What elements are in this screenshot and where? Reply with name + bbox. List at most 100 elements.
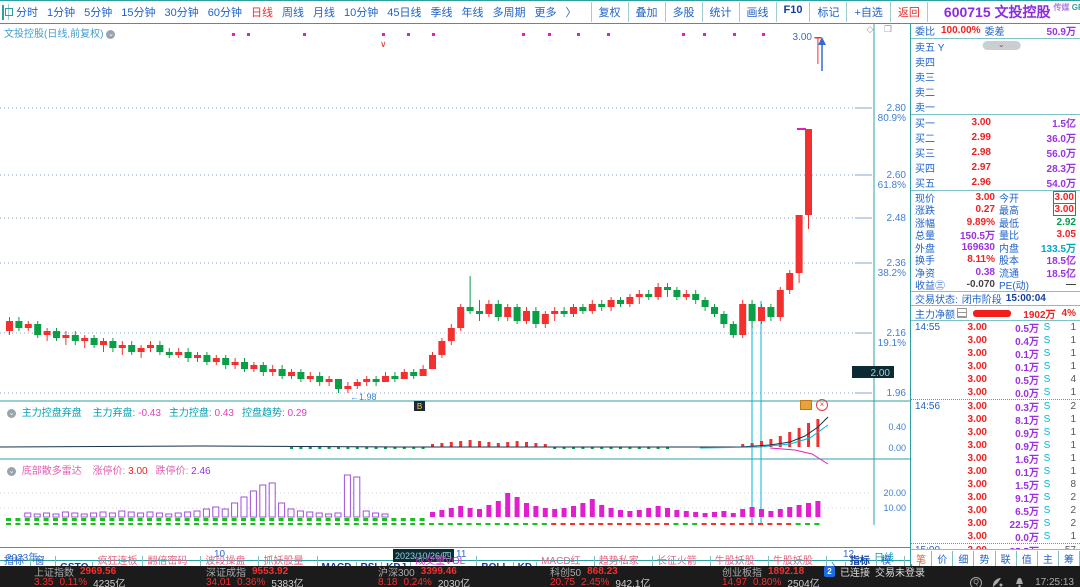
index-percent: 2.45% [581,577,610,587]
satellite-icon[interactable] [992,577,1004,587]
tick-row[interactable]: 3.00 0.5万 S 4 [911,373,1080,387]
panel2-folder-icon[interactable] [800,400,812,410]
period-tab-多周期[interactable]: 多周期 [492,7,526,19]
period-tab-季线[interactable]: 季线 [430,7,453,19]
bid-row[interactable]: 买五 2.96 54.0万 [911,175,1080,190]
quote-tab-筹[interactable]: 筹 [1059,550,1080,566]
chart-corner-icons[interactable]: ◇ ❐ [866,24,896,34]
tick-row[interactable]: 3.00 0.0万 S 1 [911,386,1080,400]
index-quote-科创50[interactable]: 科创50 868.23 20.75 2.45% 942.1亿 [516,566,688,587]
toolbar-button-多股[interactable]: 多股 [664,2,702,22]
tick-count: 1 [1070,466,1076,477]
period-tab-日线[interactable]: 日线 [251,7,273,19]
ask-label: 卖五 Y [915,43,945,54]
quote-tab-主[interactable]: 主 [1038,550,1059,566]
tick-row[interactable]: 3.00 0.1万 S 1 [911,347,1080,361]
toolbar-button-返回[interactable]: 返回 [889,2,928,22]
period-tab-5分钟[interactable]: 5分钟 [84,7,113,19]
index-quote-深证成指[interactable]: 深证成指 9553.92 34.01 0.36% 5383亿 [172,566,344,587]
tick-row[interactable]: 3.00 0.1万 S 1 [911,360,1080,374]
tick-row[interactable]: 3.00 22.5万 S 2 [911,517,1080,531]
panel3-collapse-icon[interactable]: ⌄ [7,466,16,476]
ask-row[interactable]: 卖二 [911,84,1080,99]
window-panel-icon[interactable] [2,4,13,20]
tick-list[interactable]: 14:55 3.00 0.5万 S 1 3.00 0.4万 S 1 3.00 0.1万 S 1 3.00 0… [911,321,1080,549]
toolbar-button-统计[interactable]: 统计 [701,2,739,22]
index-percent: 0.11% [59,577,88,587]
tick-row[interactable]: 3.00 9.1万 S 2 [911,491,1080,505]
ask-row[interactable]: 卖五 Y [911,39,1080,54]
toolbar-button-复权[interactable]: 复权 [590,2,628,22]
ask-row[interactable]: 卖一 [911,99,1080,114]
info-value: 3.05 [1056,229,1076,241]
period-tab-15分钟[interactable]: 15分钟 [121,7,156,19]
quote-tab-势[interactable]: 势 [974,550,996,566]
tick-row[interactable]: 3.00 0.9万 S 1 [911,426,1080,440]
tick-row[interactable]: 3.00 6.5万 S 2 [911,504,1080,518]
index-row2: 20.75 2.45% 942.1亿 [550,577,688,587]
index-quote-创业板指[interactable]: 创业板指 1892.18 14.97 0.80% 2504亿 [688,566,860,587]
chart-dropdown-icon[interactable]: ⌄ [106,29,116,39]
tick-row[interactable]: 3.00 0.0万 S 1 [911,530,1080,544]
bid-row[interactable]: 买四 2.97 28.3万 [911,160,1080,175]
quote-tab-细[interactable]: 细 [953,550,975,566]
toolbar-button-标记[interactable]: 标记 [809,2,846,22]
bid-row[interactable]: 买三 2.98 56.0万 [911,145,1080,160]
toolbar-button-+自选[interactable]: +自选 [846,2,889,22]
info-value: — [1066,279,1076,291]
tick-volume: 0.4万 [1015,337,1039,348]
tick-row[interactable]: 15:003.0085.5万 57 [911,543,1080,549]
period-tab-1分钟[interactable]: 1分钟 [47,7,76,19]
quote-tab-联[interactable]: 联 [996,550,1017,566]
panel3-title: ⌄ 底部散多雷达 涨停价: 3.00 跌停价: 2.46 [4,462,211,477]
chart-title: 文投控股(日线,前复权) ⌄ [4,29,116,40]
ask-row[interactable]: 卖四 [911,54,1080,69]
bid-row[interactable]: 买一 3.00 1.5亿 [911,115,1080,130]
quote-tab-笔[interactable]: 笔 [911,550,933,566]
tick-row[interactable]: 3.00 0.1万 S 1 [911,465,1080,479]
tick-row[interactable]: 3.00 1.5万 S 8 [911,478,1080,492]
index-quote-上证指数[interactable]: 上证指数 2969.56 3.35 0.11% 4235亿 [0,566,172,587]
tick-row[interactable]: 14:56 3.00 0.3万 S 2 [911,399,1080,414]
bell-icon[interactable] [1014,577,1025,587]
panel2-collapse-icon[interactable]: ⌄ [7,408,16,418]
date-axis[interactable]: 2023年 10 2023/10/26/四 11 12 日线 [0,547,910,564]
period-tab-分时[interactable]: 分时 [16,7,38,19]
info-value-boxed: 3.00 [1052,190,1076,204]
tick-row[interactable]: 14:55 3.00 0.5万 S 1 [911,321,1080,335]
quote-tab-价[interactable]: 价 [932,550,954,566]
tick-row[interactable]: 3.00 0.4万 S 1 [911,334,1080,348]
period-tab-30分钟[interactable]: 30分钟 [164,7,199,19]
bid-row[interactable]: 买二 2.99 36.0万 [911,130,1080,145]
trade-status-time: 15:00:04 [1005,293,1046,304]
tick-row[interactable]: 3.00 8.1万 S 1 [911,413,1080,427]
index-percent: 0.36% [237,577,266,587]
main-flow-label: 主力净额 [915,309,955,321]
period-tab-更多[interactable]: 更多 [534,7,557,19]
info-row: 收益㊂ -0.070 PE(动) — [911,279,1080,292]
ask-row[interactable]: 卖三 [911,69,1080,84]
period-tab-10分钟[interactable]: 10分钟 [344,7,379,19]
period-tab-年线[interactable]: 年线 [461,7,484,19]
flow-detail-icon[interactable] [957,308,967,318]
period-tab-45日线[interactable]: 45日线 [387,7,422,19]
tick-row[interactable]: 3.00 0.9万 S 1 [911,439,1080,453]
toolbar-button-叠加[interactable]: 叠加 [627,2,665,22]
period-tab-周线[interactable]: 周线 [282,7,304,19]
period-tab-〉[interactable]: 〉 [565,7,577,19]
axis-year-label: 2023年 [6,553,39,564]
tick-volume: 0.0万 [1015,533,1039,544]
period-tab-60分钟[interactable]: 60分钟 [207,7,242,19]
index-quote-沪深300[interactable]: 沪深300 3399.46 8.18 0.24% 2030亿 [344,566,516,587]
toolbar-button-F10[interactable]: F10 [775,2,810,22]
tick-row[interactable]: 3.00 1.6万 S 1 [911,452,1080,466]
connection-count-badge[interactable]: 2 [824,566,835,577]
orderbook-collapse-button[interactable]: ⌄ [982,41,1021,50]
period-tab-月线[interactable]: 月线 [313,7,335,19]
tick-volume: 6.5万 [1015,507,1039,518]
toolbar-button-画线[interactable]: 画线 [738,2,776,22]
message-icon[interactable]: Q [970,576,983,587]
panel2-close-icon[interactable]: × [816,399,828,411]
quote-tab-值[interactable]: 值 [1017,550,1038,566]
